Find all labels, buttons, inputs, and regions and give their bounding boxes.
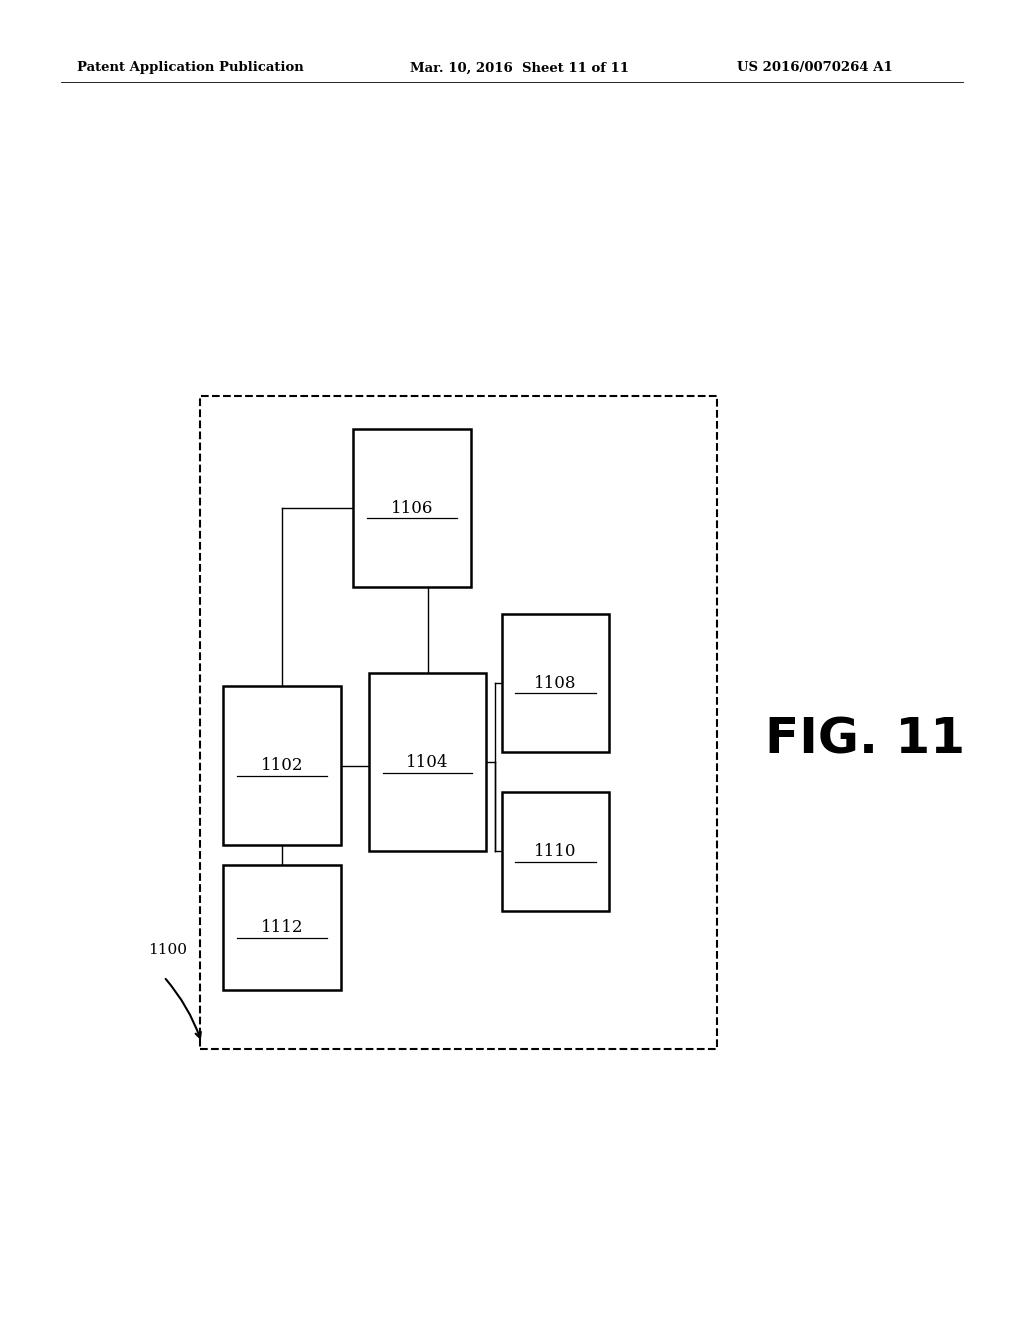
Bar <box>200 396 717 1049</box>
Bar <box>223 686 341 845</box>
Text: 1110: 1110 <box>535 843 577 859</box>
Text: 1108: 1108 <box>535 675 577 692</box>
Bar <box>353 429 471 587</box>
Text: Patent Application Publication: Patent Application Publication <box>77 62 303 74</box>
Text: 1112: 1112 <box>261 919 303 936</box>
Text: Mar. 10, 2016  Sheet 11 of 11: Mar. 10, 2016 Sheet 11 of 11 <box>410 62 629 74</box>
Text: US 2016/0070264 A1: US 2016/0070264 A1 <box>737 62 893 74</box>
Bar <box>223 865 341 990</box>
Bar <box>502 792 609 911</box>
Text: 1100: 1100 <box>148 944 187 957</box>
Text: 1106: 1106 <box>391 500 433 516</box>
Text: FIG. 11: FIG. 11 <box>765 715 966 763</box>
Bar <box>502 614 609 752</box>
Text: 1102: 1102 <box>261 758 303 774</box>
Bar <box>369 673 486 851</box>
Text: 1104: 1104 <box>407 754 449 771</box>
